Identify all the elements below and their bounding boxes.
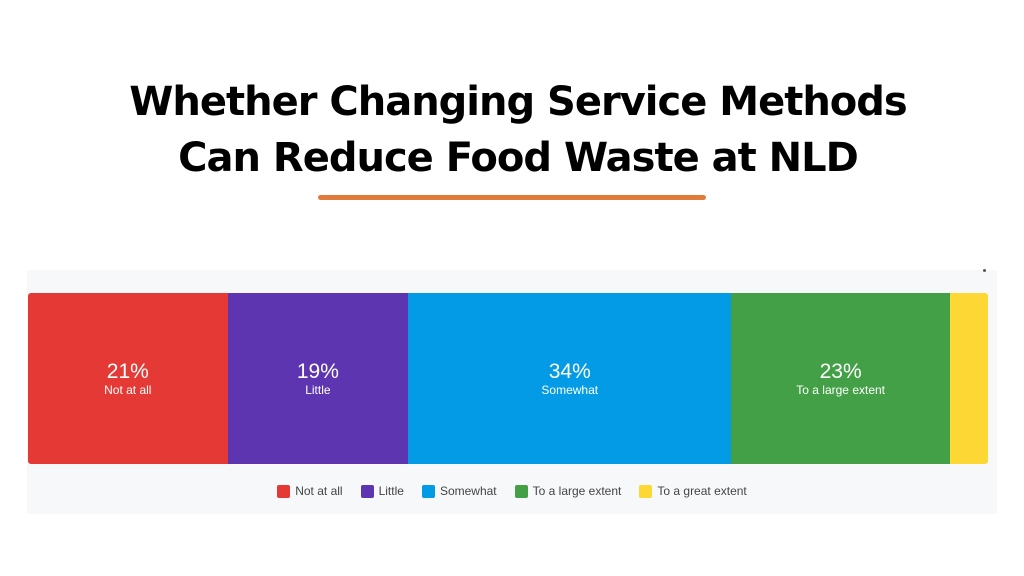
stacked-bar: 21% Not at all 19% Little 34% Somewhat 23% To a… [28,293,988,464]
legend-swatch [277,484,291,498]
legend-label: To a large extent [532,484,622,498]
bar-segment-to-a-large-extent[interactable]: 23% To a large extent [731,293,950,464]
legend-swatch [421,484,435,498]
page-title-line-1: Whether Changing Service Methods [129,79,907,125]
title-underline [318,195,706,200]
chart-legend: Not at all Little Somewhat To a large exten… [0,484,1024,498]
legend-label: Somewhat [439,484,497,498]
page-title-line-2: Can Reduce Food Waste at NLD [178,135,859,181]
segment-value-label: 34% [548,359,591,383]
bar-segment-not-at-all[interactable]: 21% Not at all [28,293,228,464]
bar-segment-little[interactable]: 19% Little [227,293,409,464]
legend-item-not-at-all[interactable]: Not at all [277,484,343,498]
segment-category-label: Somewhat [541,382,599,397]
bar-segment-to-a-great-extent[interactable] [949,293,988,464]
legend-label: To a great extent [657,484,747,498]
more-options-dot-icon [983,269,986,272]
legend-swatch [360,484,374,498]
segment-value-label: 19% [296,359,339,383]
legend-item-little[interactable]: Little [360,484,404,498]
bar-segment-somewhat[interactable]: 34% Somewhat [408,293,732,464]
legend-label: Not at all [295,484,343,498]
segment-category-label: Little [305,382,331,397]
legend-item-to-a-great-extent[interactable]: To a great extent [639,484,747,498]
segment-category-label: To a large extent [796,382,886,397]
legend-swatch [639,484,653,498]
segment-value-label: 21% [106,359,149,383]
legend-item-to-a-large-extent[interactable]: To a large extent [514,484,622,498]
segment-value-label: 23% [819,359,862,383]
page-title: Whether Changing Service Methods Can Red… [0,74,1024,186]
legend-label: Little [378,484,404,498]
legend-swatch [514,484,528,498]
legend-item-somewhat[interactable]: Somewhat [421,484,497,498]
segment-category-label: Not at all [104,382,152,397]
